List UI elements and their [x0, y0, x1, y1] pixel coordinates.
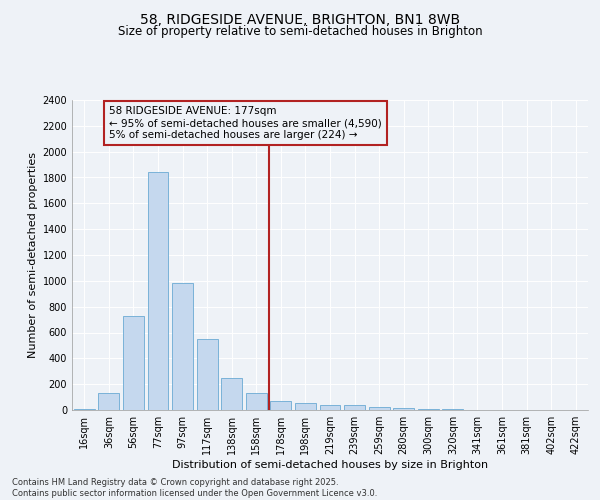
Text: Contains HM Land Registry data © Crown copyright and database right 2025.
Contai: Contains HM Land Registry data © Crown c… [12, 478, 377, 498]
Bar [197, 339, 218, 410]
Bar [295, 403, 316, 410]
Y-axis label: Number of semi-detached properties: Number of semi-detached properties [28, 152, 38, 358]
Bar [320, 405, 340, 410]
Bar [418, 408, 439, 410]
Bar [393, 408, 414, 410]
Bar [172, 284, 193, 410]
Text: 58 RIDGESIDE AVENUE: 177sqm
← 95% of semi-detached houses are smaller (4,590)
5%: 58 RIDGESIDE AVENUE: 177sqm ← 95% of sem… [109, 106, 382, 140]
Bar [98, 393, 119, 410]
Text: Size of property relative to semi-detached houses in Brighton: Size of property relative to semi-detach… [118, 25, 482, 38]
Bar [74, 408, 95, 410]
Bar [221, 378, 242, 410]
Bar [344, 406, 365, 410]
Bar [148, 172, 169, 410]
Bar [246, 393, 267, 410]
Text: 58, RIDGESIDE AVENUE, BRIGHTON, BN1 8WB: 58, RIDGESIDE AVENUE, BRIGHTON, BN1 8WB [140, 12, 460, 26]
Bar [123, 316, 144, 410]
Bar [368, 408, 389, 410]
Bar [271, 401, 292, 410]
X-axis label: Distribution of semi-detached houses by size in Brighton: Distribution of semi-detached houses by … [172, 460, 488, 470]
